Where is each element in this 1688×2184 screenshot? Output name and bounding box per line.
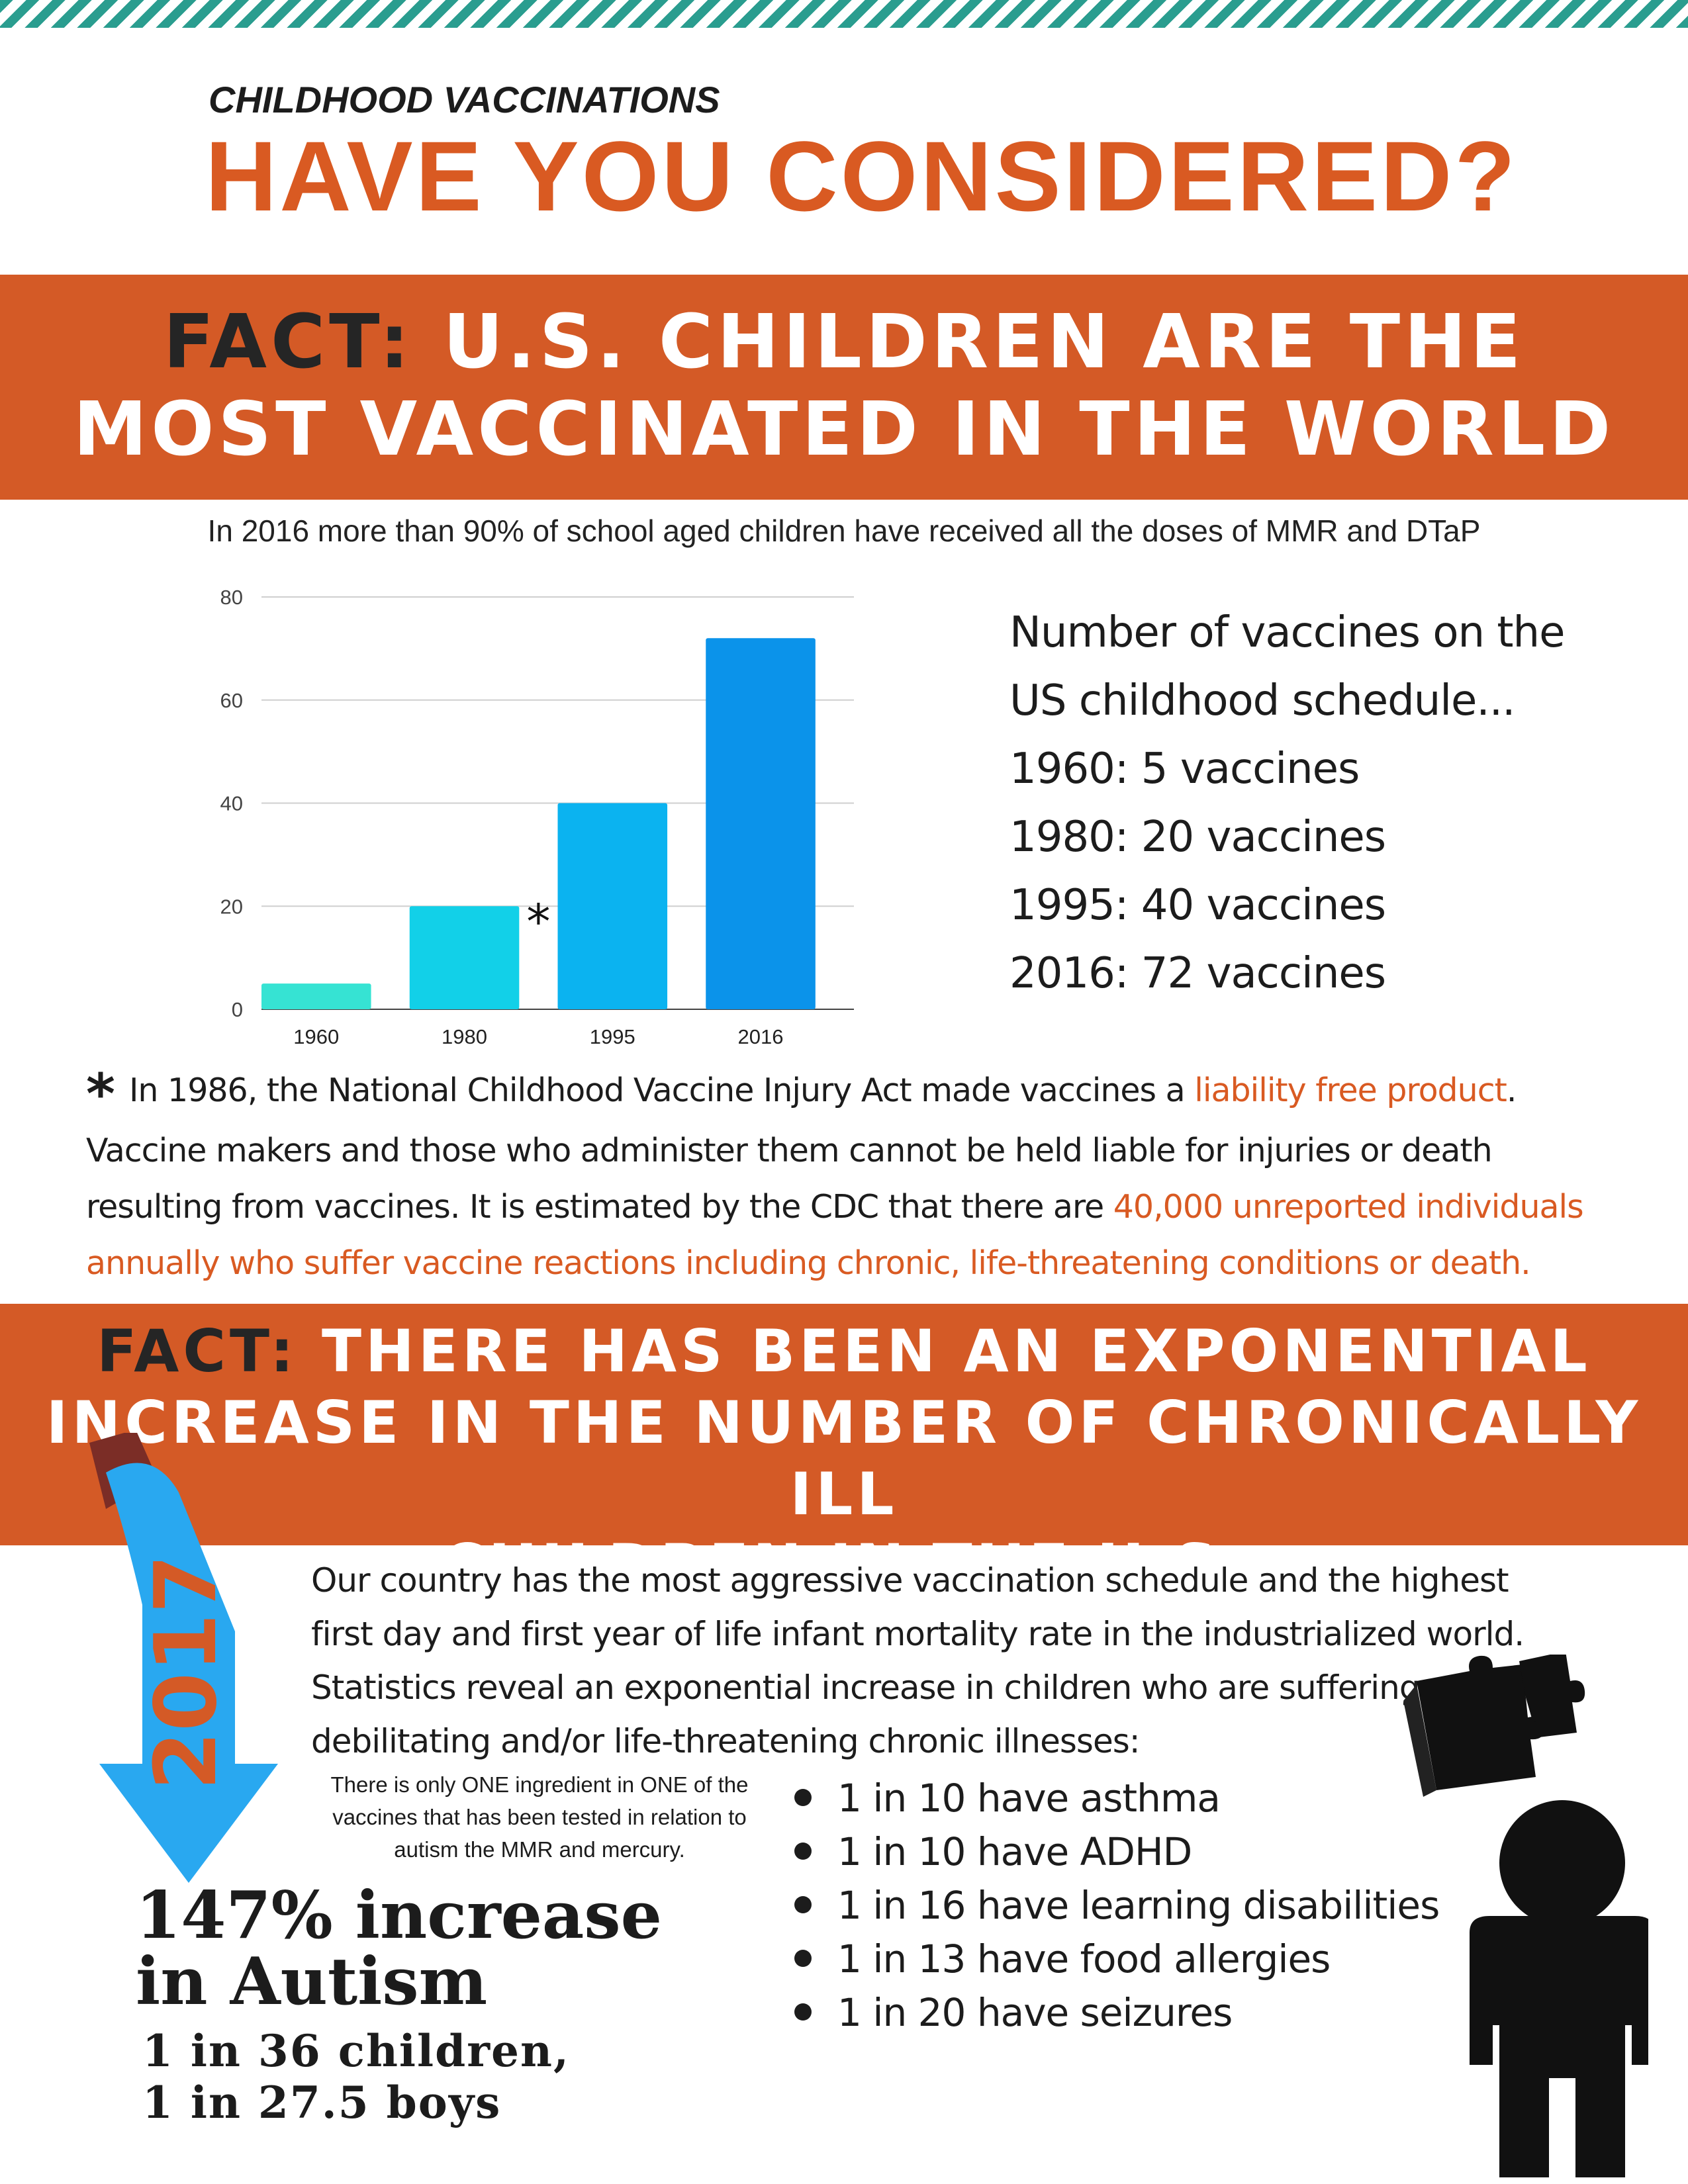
schedule-item-1980: 1980: 20 vaccines: [1009, 813, 1386, 862]
list-item: 1 in 10 have asthma: [788, 1772, 1483, 1825]
down-arrow-icon: 2017: [89, 1433, 278, 1883]
list-item: 1 in 16 have learning disabilities: [788, 1879, 1483, 1933]
fact2-lead: FACT:: [97, 1317, 298, 1385]
child-silhouette-icon: [1403, 1655, 1648, 2177]
bullet-dot-icon: [794, 1896, 812, 1913]
footnote-highlight-1: liability free product: [1194, 1071, 1507, 1109]
bullet-dot-icon: [794, 1843, 812, 1860]
fact1-line2: MOST VACCINATED IN THE WORLD: [73, 387, 1615, 473]
footnote-asterisk: *: [86, 1062, 115, 1126]
x-tick-label: 1960: [293, 1025, 339, 1048]
chart-asterisk-annotation: *: [526, 893, 550, 949]
autism-ratio-line1: 1 in 36 children,: [142, 2025, 570, 2077]
autism-increase-stat: 147% increase in Autism: [136, 1883, 731, 2015]
illness-bullet-list: 1 in 10 have asthma 1 in 10 have ADHD 1 …: [788, 1772, 1483, 2040]
autism-stat-line1: 147% increase: [136, 1878, 662, 1954]
x-tick-label: 1980: [442, 1025, 487, 1048]
footnote-paragraph: * In 1986, the National Childhood Vaccine…: [86, 1062, 1622, 1291]
vaccine-count-bar-chart: 0 20 40 60 80 1960 1980 1995 2016 *: [220, 586, 854, 1048]
bullet-text: 1 in 10 have ADHD: [837, 1829, 1192, 1874]
fact1-line1-text: U.S. CHILDREN ARE THE: [413, 299, 1525, 385]
bullet-text: 1 in 16 have learning disabilities: [837, 1883, 1440, 1928]
illness-paragraph: Our country has the most aggressive vacc…: [311, 1561, 1524, 1760]
schedule-heading-line1: Number of vaccines on the: [1009, 608, 1565, 657]
fact1-line1: FACT: U.S. CHILDREN ARE THE: [0, 275, 1688, 386]
fact2-line3: CHILDREN IN THE U.S.: [442, 1531, 1246, 1600]
fact1-banner: FACT: U.S. CHILDREN ARE THE MOST VACCINA…: [0, 275, 1688, 500]
bar-1960: [261, 983, 371, 1009]
top-stripe-decoration: [0, 0, 1688, 28]
list-item: 1 in 13 have food allergies: [788, 1933, 1483, 1986]
puzzle-pieces-icon: [1403, 1655, 1585, 1797]
schedule-item-1995: 1995: 40 vaccines: [1009, 881, 1386, 930]
footnote-highlight-2: 40,000 unreported individuals annually w…: [86, 1188, 1584, 1282]
y-tick-label: 40: [220, 792, 243, 815]
y-tick-label: 20: [220, 895, 243, 918]
bar-1995: [557, 803, 668, 1009]
list-item: 1 in 10 have ADHD: [788, 1825, 1483, 1879]
fact2-line1-text: THERE HAS BEEN AN EXPONENTIAL: [297, 1317, 1591, 1385]
autism-ratio-line2: 1 in 27.5 boys: [142, 2077, 502, 2128]
bullet-text: 1 in 20 have seizures: [837, 1990, 1233, 2035]
x-tick-label: 2016: [738, 1025, 784, 1048]
bullet-dot-icon: [794, 2003, 812, 2021]
footnote-text-2: . Vaccine makers and those who administe…: [86, 1071, 1517, 1226]
autism-ratio-stat: 1 in 36 children, 1 in 27.5 boys: [142, 2025, 738, 2128]
schedule-item-2016: 2016: 72 vaccines: [1009, 949, 1386, 998]
x-tick-label: 1995: [590, 1025, 635, 1048]
bullet-text: 1 in 13 have food allergies: [837, 1936, 1331, 1981]
bullet-text: 1 in 10 have asthma: [837, 1776, 1221, 1821]
arrow-year-label: 2017: [137, 1555, 236, 1790]
list-item: 1 in 20 have seizures: [788, 1986, 1483, 2040]
autism-ingredient-note: There is only ONE ingredient in ONE of t…: [330, 1772, 749, 1862]
bullet-dot-icon: [794, 1789, 812, 1806]
schedule-item-1960: 1960: 5 vaccines: [1009, 745, 1360, 794]
footnote-text-1: In 1986, the National Childhood Vaccine …: [128, 1071, 1195, 1109]
schedule-heading-line2: US childhood schedule...: [1009, 676, 1515, 725]
bullet-dot-icon: [794, 1950, 812, 1967]
bar-1980: [409, 906, 520, 1009]
y-tick-label: 60: [220, 689, 243, 712]
fact1-lead: FACT:: [163, 299, 414, 385]
fact1-subtitle: In 2016 more than 90% of school aged chi…: [207, 514, 1481, 548]
bar-2016: [706, 638, 816, 1009]
autism-stat-line2: in Autism: [136, 1944, 488, 2020]
vaccine-schedule-list: Number of vaccines on the US childhood s…: [1009, 599, 1671, 1008]
fact2-line1: FACT: THERE HAS BEEN AN EXPONENTIAL: [0, 1304, 1688, 1387]
main-headline: HAVE YOU CONSIDERED?: [205, 120, 1519, 232]
kicker-title: CHILDHOOD VACCINATIONS: [209, 79, 720, 120]
fact2-line2: INCREASE IN THE NUMBER OF CHRONICALLY IL…: [46, 1388, 1642, 1528]
y-tick-label: 80: [220, 586, 243, 609]
fact2-banner: FACT: THERE HAS BEEN AN EXPONENTIAL INCR…: [0, 1304, 1688, 1600]
y-tick-label: 0: [232, 998, 243, 1021]
